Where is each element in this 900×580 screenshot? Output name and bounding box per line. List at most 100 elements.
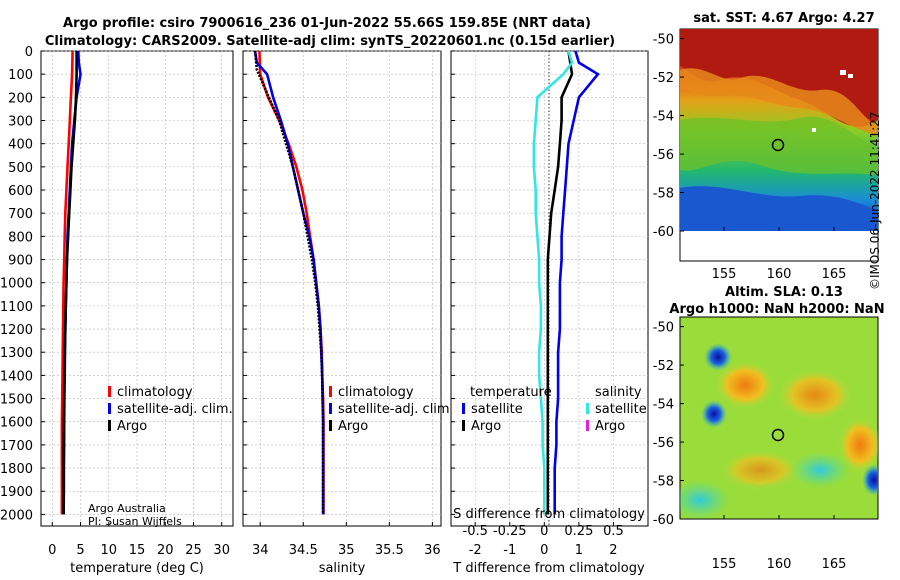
sla-anomaly [701,400,727,428]
depth-tick-label: 400 [8,138,33,153]
difference-xlabel: T difference from climatology [452,561,645,576]
sst-missing-patch [812,128,816,132]
legend-swatch-s-satellite [586,403,589,414]
difference-lines [532,50,600,515]
depth-tick-label: 1700 [0,439,33,454]
x-tick-label: 0 [540,543,548,558]
difference-legend: temperature satellite Argo salinity sate… [462,385,647,434]
map-y-tick-label: -52 [653,71,674,86]
sst-green-band [680,116,878,175]
depth-tick-label: 100 [8,68,33,83]
x-tick-label: 5 [76,543,84,558]
legend-label-s-satellite: satellite [595,402,647,417]
x-tick-label: -1 [503,543,516,558]
map-y-tick-label: -60 [653,513,674,528]
difference-grid [451,50,648,526]
legend-label-t-satellite: satellite [471,402,523,417]
depth-tick-label: 900 [8,254,33,269]
series-line-climatology [60,50,74,515]
sst-cold-region [680,186,878,231]
map-y-tick-label: -58 [653,475,674,490]
map-y-tick-label: -50 [653,33,674,48]
sla-anomaly [777,369,853,421]
difference-s-ticks: -0.5 -0.25 0 0.25 0.5 [463,524,624,539]
x-tick-label: 36 [424,543,441,558]
map-y-tick-label: -54 [653,398,674,413]
map-y-tick-label: -50 [653,321,674,336]
salinity-axes [242,50,442,527]
depth-tick-label: 1100 [0,300,33,315]
series-line-argo [253,50,325,515]
map-x-tick-label: 165 [822,267,847,282]
argo-location-marker [771,428,785,442]
depth-tick-label: 200 [8,91,33,106]
sst-map-title: sat. SST: 4.67 Argo: 4.27 [693,11,874,26]
sla-anomaly [862,464,878,496]
sla-map-title-line1: Altim. SLA: 0.13 [725,285,843,300]
map-x-tick-label: 165 [822,557,847,572]
x-tick-label: 34 [252,543,269,558]
imos-watermark: ©IMOS 06-Jun-2022 11:41:27 [868,112,882,290]
x-tick-label: 30 [213,543,230,558]
depth-tick-label: 800 [8,230,33,245]
difference-x-ticks: -2 -1 0 1 2 [469,522,618,558]
legend-swatch-t-argo [462,420,465,431]
depth-tick-label: 1400 [0,369,33,384]
sla-anomaly [790,452,850,488]
temperature-panel: 0 5 10 15 20 25 30 temperature (deg C) climato… [40,50,234,576]
legend-label-climatology: climatology [338,385,414,400]
argo-location-marker [771,138,785,152]
depth-tick-label: 0 [25,45,33,60]
depth-tick-label: 1900 [0,485,33,500]
sst-map-panel: sat. SST: 4.67 Argo: 4.27 155 160 165 -50 -5… [653,11,879,282]
map-x-tick-label: 155 [712,267,737,282]
x-tick-label: 2 [609,543,617,558]
x-tick-label: 35.5 [375,543,404,558]
series-line-t-satellite [553,50,600,515]
legend-label-climatology: climatology [117,385,193,400]
sst-map-ticks: 155 160 165 -50 -52 -54 -56 -58 -60 [653,33,847,282]
depth-axis-labels: 0 100 200 300 400 500 600 700 800 900 1000 1100 1200… [0,45,33,523]
watermark-timestamp: 06-Jun-2022 11:41:27 [868,111,882,244]
depth-tick-label: 1600 [0,416,33,431]
legend-label-s-argo: Argo [595,419,625,434]
legend-title-salinity: salinity [595,385,642,400]
x-tick-label: 25 [185,543,202,558]
salinity-x-ticks: 34 34.5 35 35.5 36 [252,522,441,558]
map-y-tick-label: -56 [653,436,674,451]
s-tick-label: -0.25 [493,524,527,539]
s-tick-label: 0.25 [564,524,593,539]
sst-missing-patch [840,70,846,75]
depth-tick-label: 300 [8,115,33,130]
legend-label-argo: Argo [117,419,147,434]
s-tick-label: -0.5 [463,524,488,539]
depth-tick-label: 500 [8,161,33,176]
x-tick-label: 10 [100,543,117,558]
credit-line2: PI: Susan Wijffels [88,515,182,528]
depth-tick-label: 600 [8,184,33,199]
sla-map-title-line2: Argo h1000: NaN h2000: NaN [669,302,884,317]
x-tick-label: 20 [157,543,174,558]
difference-panel: -2 -1 0 1 2 -0.5 -0.25 0 0.25 0.5 T difference f… [450,50,649,576]
sst-heatmap [680,29,878,231]
watermark-copyright: ©IMOS [868,247,882,290]
difference-s-label: S difference from climatology [453,507,645,522]
map-x-tick-label: 155 [712,557,737,572]
legend-swatch-climatology [108,386,111,397]
sst-front [680,68,878,135]
x-tick-label: 15 [129,543,146,558]
sla-map-panel: Altim. SLA: 0.13 Argo h1000: NaN h2000: … [653,285,885,572]
map-y-tick-label: -60 [653,225,674,240]
series-line-t-argo [546,50,574,515]
depth-tick-label: 1200 [0,323,33,338]
x-tick-label: 35 [338,543,355,558]
sla-anomaly [838,417,878,473]
salinity-panel: 34 34.5 35 35.5 36 salinity climatology sate… [242,50,454,576]
temperature-legend: climatology satellite-adj. clim. Argo [108,385,233,434]
legend-swatch-satellite [108,403,111,414]
x-tick-label: 1 [575,543,583,558]
depth-tick-label: 1000 [0,277,33,292]
map-y-tick-label: -58 [653,187,674,202]
salinity-grid [243,50,441,526]
